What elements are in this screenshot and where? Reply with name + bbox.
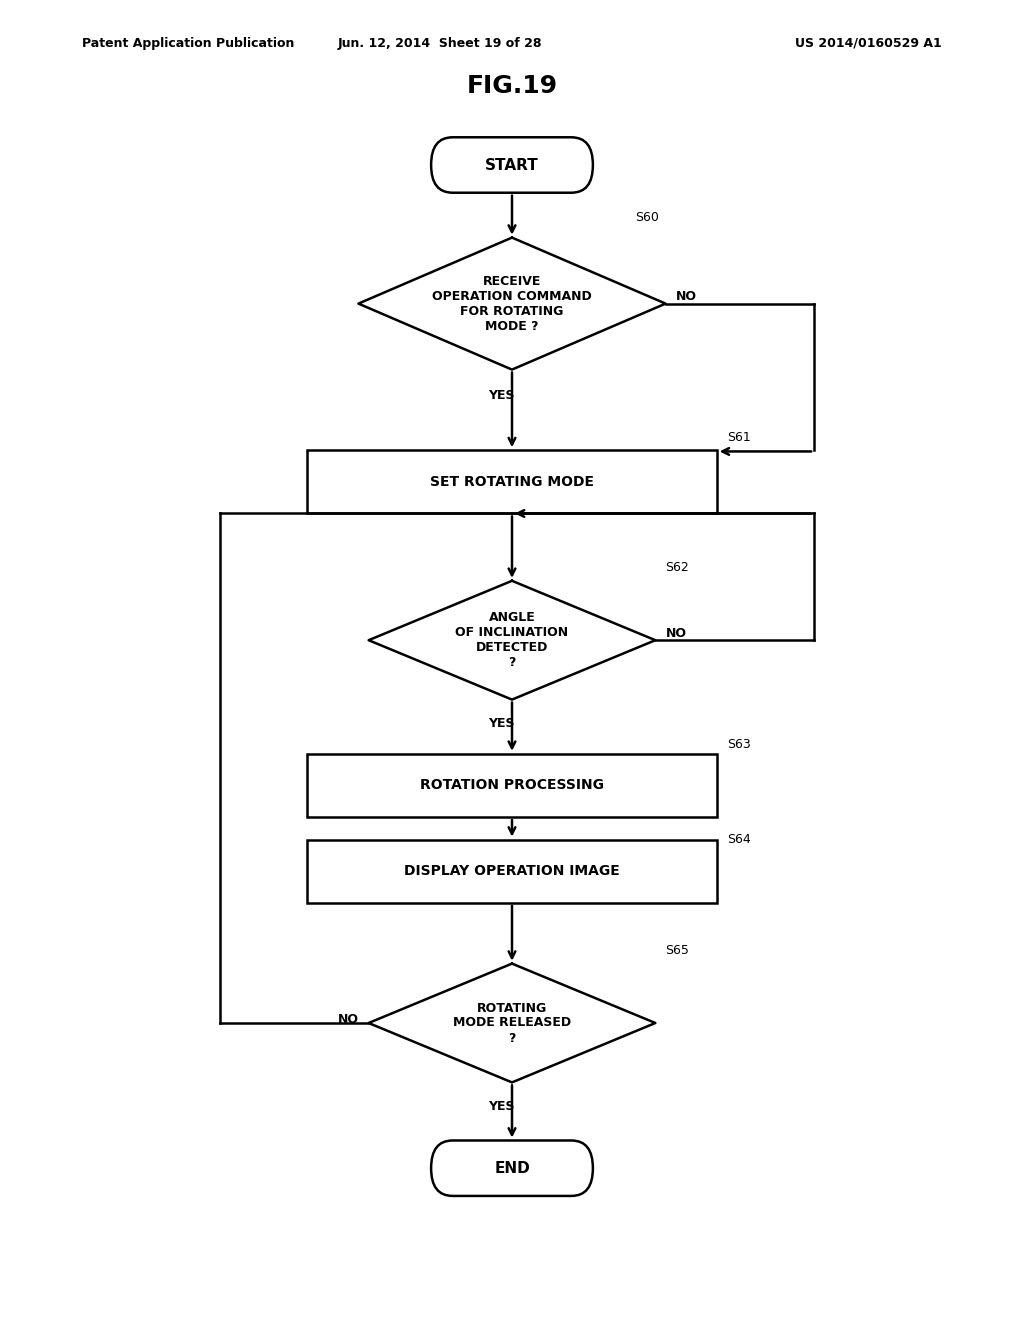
Text: SET ROTATING MODE: SET ROTATING MODE (430, 475, 594, 488)
Text: DISPLAY OPERATION IMAGE: DISPLAY OPERATION IMAGE (404, 865, 620, 878)
Text: S63: S63 (727, 738, 751, 751)
Text: S64: S64 (727, 833, 751, 846)
Text: S65: S65 (666, 944, 689, 957)
Text: RECEIVE
OPERATION COMMAND
FOR ROTATING
MODE ?: RECEIVE OPERATION COMMAND FOR ROTATING M… (432, 275, 592, 333)
Bar (307, 840, 717, 903)
Text: END: END (495, 1160, 529, 1176)
Text: S60: S60 (635, 211, 658, 224)
Text: Jun. 12, 2014  Sheet 19 of 28: Jun. 12, 2014 Sheet 19 of 28 (338, 37, 543, 50)
Text: YES: YES (488, 389, 515, 403)
Text: NO: NO (337, 1012, 358, 1026)
Text: Patent Application Publication: Patent Application Publication (82, 37, 294, 50)
Text: FIG.19: FIG.19 (467, 74, 557, 98)
Bar (307, 450, 717, 513)
Bar (307, 754, 717, 817)
Text: ROTATING
MODE RELEASED
?: ROTATING MODE RELEASED ? (453, 1002, 571, 1044)
Text: NO: NO (676, 290, 697, 304)
Text: ROTATION PROCESSING: ROTATION PROCESSING (420, 779, 604, 792)
Text: YES: YES (488, 717, 515, 730)
Text: S62: S62 (666, 561, 689, 574)
FancyBboxPatch shape (431, 137, 593, 193)
Text: NO: NO (666, 627, 687, 640)
Text: S61: S61 (727, 430, 751, 444)
Text: ANGLE
OF INCLINATION
DETECTED
?: ANGLE OF INCLINATION DETECTED ? (456, 611, 568, 669)
Text: YES: YES (488, 1100, 515, 1113)
Text: US 2014/0160529 A1: US 2014/0160529 A1 (796, 37, 942, 50)
Text: START: START (485, 157, 539, 173)
FancyBboxPatch shape (431, 1140, 593, 1196)
